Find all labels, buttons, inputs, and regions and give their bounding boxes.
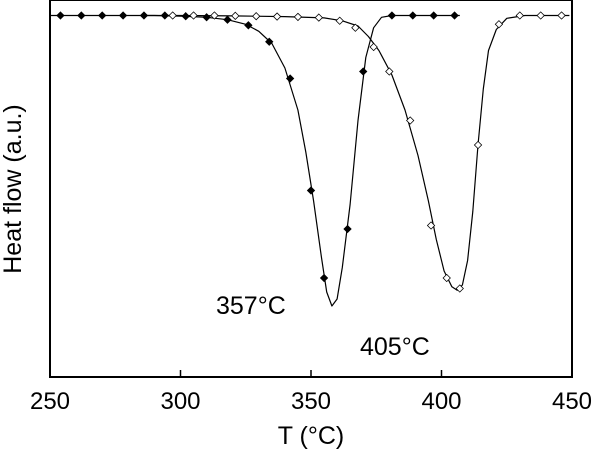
x-tick-label: 250	[30, 388, 70, 415]
series-1-marker	[306, 186, 316, 195]
series-line-1	[50, 14, 460, 307]
series-2-marker	[351, 23, 360, 32]
series-1-marker	[387, 11, 397, 20]
x-ticks: 250 300 350 400 450	[30, 370, 592, 415]
series-2-marker	[515, 11, 524, 20]
peak-annotation-2: 405°C	[360, 333, 430, 361]
series-2-marker	[442, 273, 451, 283]
series-2-marker	[210, 11, 219, 20]
series-2-marker	[369, 42, 378, 52]
series-1-marker	[223, 15, 232, 24]
x-tick-label: 350	[291, 388, 331, 415]
series-2-marker	[168, 11, 177, 20]
series-1-marker	[450, 11, 459, 20]
series-1-marker	[98, 11, 107, 20]
y-axis-label: Heat flow (a.u.)	[0, 104, 27, 274]
x-tick-label: 450	[552, 388, 592, 415]
series-2-marker	[293, 12, 303, 22]
series-2-marker	[231, 11, 240, 21]
series-1-marker	[244, 21, 253, 30]
series-1-marker	[181, 12, 190, 21]
series-layer	[50, 11, 570, 307]
series-line-2	[141, 14, 570, 291]
series-2-marker	[189, 11, 198, 20]
series-2-marker	[385, 67, 394, 76]
series-2-marker	[406, 116, 415, 125]
series-2-marker	[536, 11, 545, 20]
series-2-marker	[473, 140, 483, 150]
series-2-marker	[455, 284, 464, 293]
series-1-marker	[343, 224, 352, 234]
series-1-marker	[77, 11, 86, 20]
peak-annotation-1: 357°C	[216, 292, 286, 320]
series-2-marker	[252, 12, 261, 21]
series-1-marker	[359, 67, 368, 76]
series-2-marker	[426, 221, 436, 230]
series-1-marker	[118, 11, 128, 20]
series-1-marker	[319, 273, 329, 283]
series-2-marker	[335, 16, 344, 25]
x-axis-label: T (°C)	[278, 422, 344, 450]
series-1-marker	[56, 11, 65, 20]
series-1-marker	[408, 11, 417, 20]
x-tick-label: 300	[160, 388, 200, 415]
series-2-marker	[272, 12, 282, 21]
series-2-marker	[314, 13, 323, 22]
series-1-marker	[265, 37, 274, 46]
series-2-marker	[557, 11, 566, 20]
series-1-marker	[285, 74, 295, 83]
series-2-marker	[494, 20, 504, 29]
series-1-marker	[429, 11, 438, 20]
series-1-marker	[202, 13, 211, 22]
x-tick-label: 400	[421, 388, 461, 415]
